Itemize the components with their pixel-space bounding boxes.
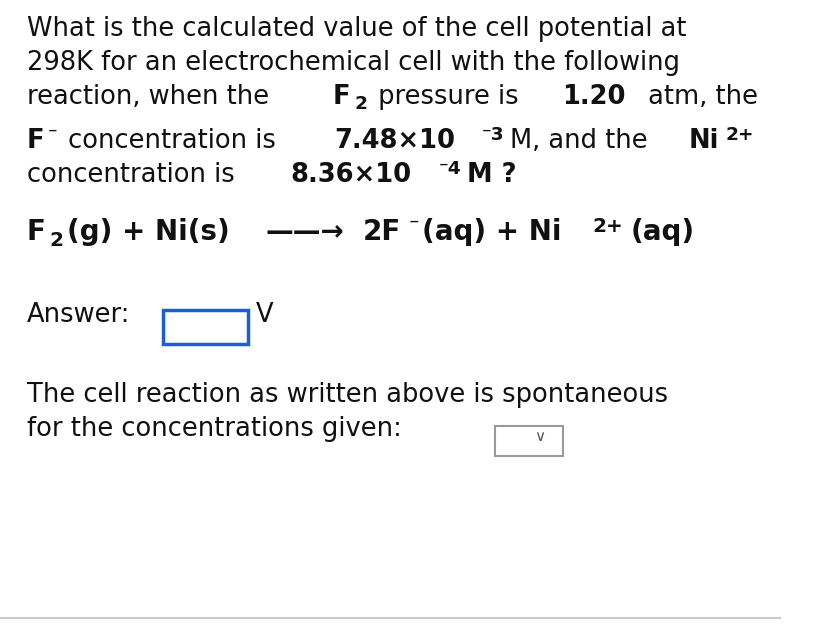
Text: 7.48×10: 7.48×10 bbox=[335, 128, 455, 154]
Text: ⁻: ⁻ bbox=[48, 126, 58, 144]
Text: 298K for an electrochemical cell with the following: 298K for an electrochemical cell with th… bbox=[26, 50, 680, 76]
Text: F: F bbox=[26, 128, 44, 154]
Text: 1.20: 1.20 bbox=[562, 84, 625, 110]
Text: 2+: 2+ bbox=[592, 217, 624, 236]
Text: (aq) + Ni: (aq) + Ni bbox=[422, 218, 562, 246]
Text: M ?: M ? bbox=[466, 162, 516, 188]
Text: ∨: ∨ bbox=[534, 429, 545, 444]
Text: V: V bbox=[256, 302, 274, 328]
Text: F: F bbox=[333, 84, 350, 110]
Text: 2+: 2+ bbox=[725, 126, 754, 144]
Text: 2: 2 bbox=[354, 95, 368, 113]
Text: 2F: 2F bbox=[363, 218, 400, 246]
Text: reaction, when the: reaction, when the bbox=[26, 84, 277, 110]
Text: pressure is: pressure is bbox=[370, 84, 527, 110]
Text: What is the calculated value of the cell potential at: What is the calculated value of the cell… bbox=[26, 16, 686, 42]
Text: atm, the: atm, the bbox=[639, 84, 757, 110]
Text: ⁻4: ⁻4 bbox=[439, 160, 461, 178]
Text: concentration is: concentration is bbox=[26, 162, 242, 188]
Text: 2: 2 bbox=[49, 231, 63, 250]
Text: (g) + Ni(s): (g) + Ni(s) bbox=[67, 218, 230, 246]
Text: (aq): (aq) bbox=[630, 218, 695, 246]
Text: The cell reaction as written above is spontaneous: The cell reaction as written above is sp… bbox=[26, 382, 667, 408]
Text: ⁻: ⁻ bbox=[409, 217, 419, 236]
Text: F: F bbox=[26, 218, 45, 246]
Text: ⁻3: ⁻3 bbox=[482, 126, 505, 144]
FancyBboxPatch shape bbox=[163, 310, 248, 344]
Text: M, and the: M, and the bbox=[510, 128, 656, 154]
Text: Answer:: Answer: bbox=[26, 302, 130, 328]
Text: 8.36×10: 8.36×10 bbox=[291, 162, 412, 188]
Text: Ni: Ni bbox=[688, 128, 719, 154]
Text: ——→: ——→ bbox=[266, 218, 344, 246]
Text: concentration is: concentration is bbox=[60, 128, 284, 154]
FancyBboxPatch shape bbox=[495, 426, 564, 456]
Text: for the concentrations given:: for the concentrations given: bbox=[26, 416, 401, 442]
